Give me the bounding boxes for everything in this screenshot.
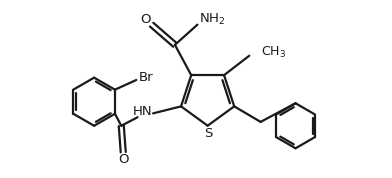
Text: O: O bbox=[140, 13, 150, 26]
Text: S: S bbox=[204, 127, 212, 140]
Text: CH$_3$: CH$_3$ bbox=[261, 45, 286, 60]
Text: NH$_2$: NH$_2$ bbox=[199, 12, 225, 27]
Text: O: O bbox=[118, 153, 129, 166]
Text: HN: HN bbox=[132, 105, 152, 118]
Text: Br: Br bbox=[139, 71, 153, 84]
